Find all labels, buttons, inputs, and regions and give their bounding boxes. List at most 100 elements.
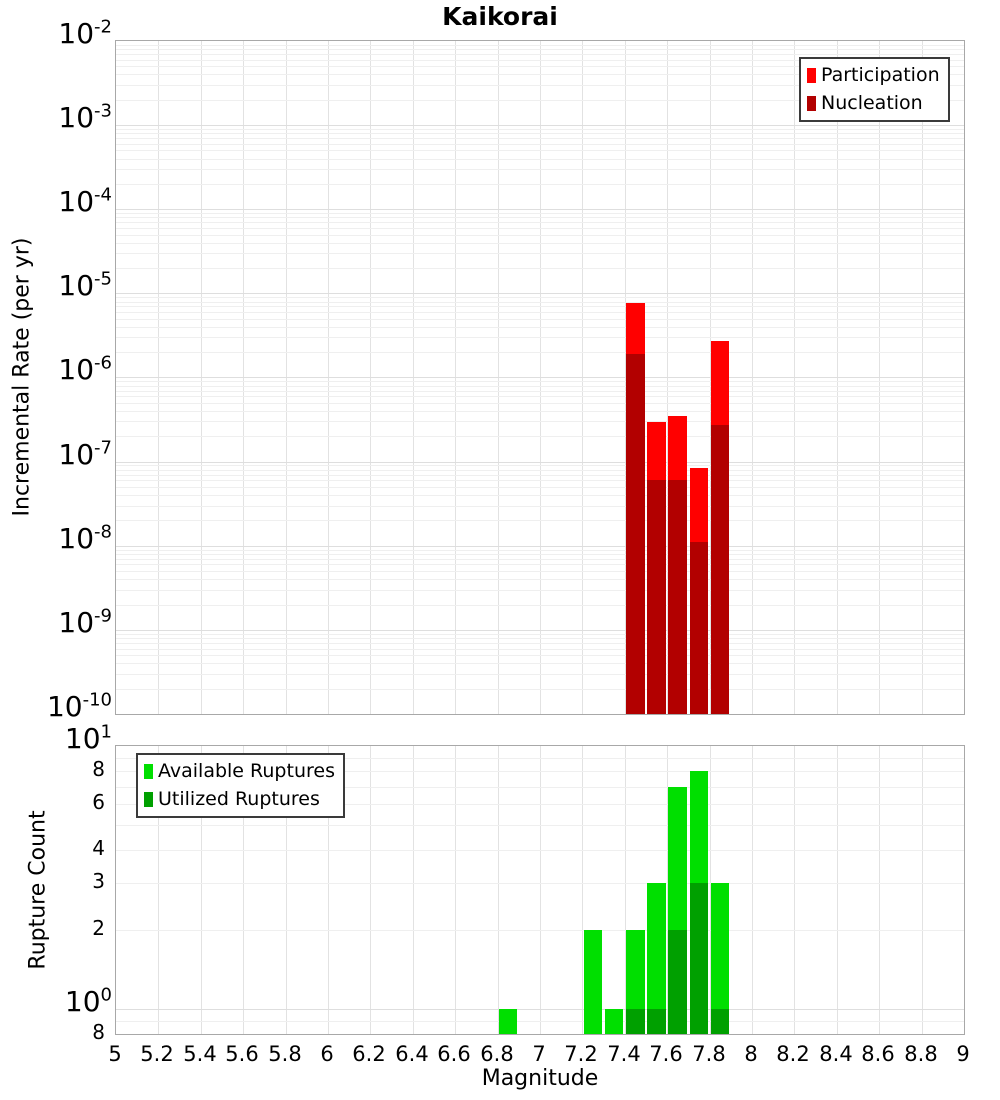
gridline-minor bbox=[116, 663, 964, 664]
x-tick-label: 5.4 bbox=[183, 1042, 217, 1066]
x-tick-label: 8 bbox=[744, 1042, 758, 1066]
gridline-minor bbox=[116, 674, 964, 675]
bar-nucleation-m7.8 bbox=[710, 425, 730, 714]
bar-available-ruptures-m7.5 bbox=[647, 883, 666, 1034]
gridline-minor bbox=[116, 403, 964, 404]
gridline-minor bbox=[116, 228, 964, 229]
legend-label: Utilized Ruptures bbox=[158, 788, 320, 810]
gridline-minor bbox=[116, 169, 964, 170]
gridline-minor bbox=[116, 579, 964, 580]
y-tick-label: 2 bbox=[92, 916, 105, 940]
y-tick-label: 10-3 bbox=[58, 100, 112, 134]
x-tick-label: 5.2 bbox=[140, 1042, 174, 1066]
y-tick-label: 10-8 bbox=[58, 521, 112, 555]
gridline-minor bbox=[116, 506, 964, 507]
gridline-minor bbox=[116, 470, 964, 471]
gridline-minor bbox=[116, 850, 964, 851]
gridline-minor bbox=[116, 159, 964, 160]
x-tick-label: 5.6 bbox=[225, 1042, 259, 1066]
y-tick-label: 10-2 bbox=[58, 16, 112, 50]
gridline-vertical bbox=[455, 746, 456, 1034]
x-tick-label: 9 bbox=[956, 1042, 970, 1066]
gridline-vertical bbox=[667, 746, 668, 1034]
gridline-vertical bbox=[328, 746, 329, 1034]
legend-label: Participation bbox=[821, 64, 940, 86]
gridline-minor bbox=[116, 655, 964, 656]
gridline-major bbox=[116, 546, 964, 547]
bar-available-ruptures-m7.8 bbox=[710, 883, 730, 1034]
legend-label: Nucleation bbox=[821, 92, 923, 114]
gridline-vertical bbox=[625, 746, 626, 1034]
x-tick-label: 5.8 bbox=[268, 1042, 302, 1066]
gridline-minor bbox=[116, 66, 964, 67]
gridline-minor bbox=[116, 184, 964, 185]
count-legend: Available Ruptures Utilized Ruptures bbox=[136, 753, 345, 818]
gridline-minor bbox=[116, 825, 964, 826]
x-tick-label: 7.2 bbox=[564, 1042, 598, 1066]
legend-item-participation: Participation bbox=[807, 61, 940, 89]
gridline-major bbox=[116, 125, 964, 126]
bar-utilized-ruptures-m7.8 bbox=[710, 1008, 730, 1034]
y-tick-label: 10-10 bbox=[46, 689, 112, 723]
gridline-major bbox=[116, 377, 964, 378]
gridline-vertical bbox=[370, 746, 371, 1034]
gridline-minor bbox=[116, 133, 964, 134]
chart-title: Kaikorai bbox=[442, 2, 558, 31]
y-tick-label: 8 bbox=[92, 757, 105, 781]
x-tick-label: 7.6 bbox=[649, 1042, 683, 1066]
y-tick-label: 10-9 bbox=[58, 605, 112, 639]
bar-utilized-ruptures-m7.6 bbox=[668, 929, 688, 1034]
gridline-minor bbox=[116, 306, 964, 307]
gridline-minor bbox=[116, 327, 964, 328]
gridline-minor bbox=[116, 337, 964, 338]
gridline-minor bbox=[116, 381, 964, 382]
available-ruptures-swatch-icon bbox=[144, 763, 153, 779]
x-tick-label: 7.4 bbox=[607, 1042, 641, 1066]
gridline-minor bbox=[116, 590, 964, 591]
gridline-minor bbox=[116, 643, 964, 644]
gridline-minor bbox=[116, 74, 964, 75]
x-tick-label: 7.8 bbox=[692, 1042, 726, 1066]
gridline-minor bbox=[116, 391, 964, 392]
gridline-minor bbox=[116, 217, 964, 218]
gridline-minor bbox=[116, 559, 964, 560]
gridline-minor bbox=[116, 930, 964, 931]
gridline-minor bbox=[116, 883, 964, 884]
gridline-major bbox=[116, 462, 964, 463]
x-axis-label: Magnitude bbox=[481, 1066, 599, 1091]
gridline-minor bbox=[116, 54, 964, 55]
incremental-rate-plot: Participation Nucleation bbox=[115, 40, 965, 715]
gridline-minor bbox=[116, 1021, 964, 1022]
y-tick-label: 8 bbox=[92, 1020, 105, 1044]
y-tick-label: 100 bbox=[64, 984, 112, 1018]
gridline-vertical bbox=[498, 746, 499, 1034]
gridline-minor bbox=[116, 550, 964, 551]
bar-utilized-ruptures-m7.5 bbox=[647, 1008, 666, 1034]
x-tick-label: 6.4 bbox=[395, 1042, 429, 1066]
gridline-minor bbox=[116, 689, 964, 690]
gridline-vertical bbox=[286, 746, 287, 1034]
gridline-vertical bbox=[201, 746, 202, 1034]
gridline-minor bbox=[116, 411, 964, 412]
gridline-vertical bbox=[582, 746, 583, 1034]
y-tick-label: 10-5 bbox=[58, 268, 112, 302]
gridline-minor bbox=[116, 49, 964, 50]
gridline-minor bbox=[116, 150, 964, 151]
bar-utilized-ruptures-m7.4 bbox=[626, 1008, 645, 1034]
y-tick-label: 10-7 bbox=[58, 437, 112, 471]
gridline-minor bbox=[116, 396, 964, 397]
gridline-minor bbox=[116, 605, 964, 606]
gridline-minor bbox=[116, 138, 964, 139]
gridline-minor bbox=[116, 638, 964, 639]
gridline-minor bbox=[116, 352, 964, 353]
gridline-minor bbox=[116, 45, 964, 46]
gridline-minor bbox=[116, 495, 964, 496]
gridline-minor bbox=[116, 554, 964, 555]
y-tick-label: 10-4 bbox=[58, 184, 112, 218]
gridline-minor bbox=[116, 475, 964, 476]
bar-nucleation-m7.7 bbox=[689, 542, 709, 714]
x-tick-label: 8.4 bbox=[819, 1042, 853, 1066]
gridline-minor bbox=[116, 129, 964, 130]
gridline-vertical bbox=[752, 746, 753, 1034]
x-tick-label: 8.2 bbox=[776, 1042, 810, 1066]
